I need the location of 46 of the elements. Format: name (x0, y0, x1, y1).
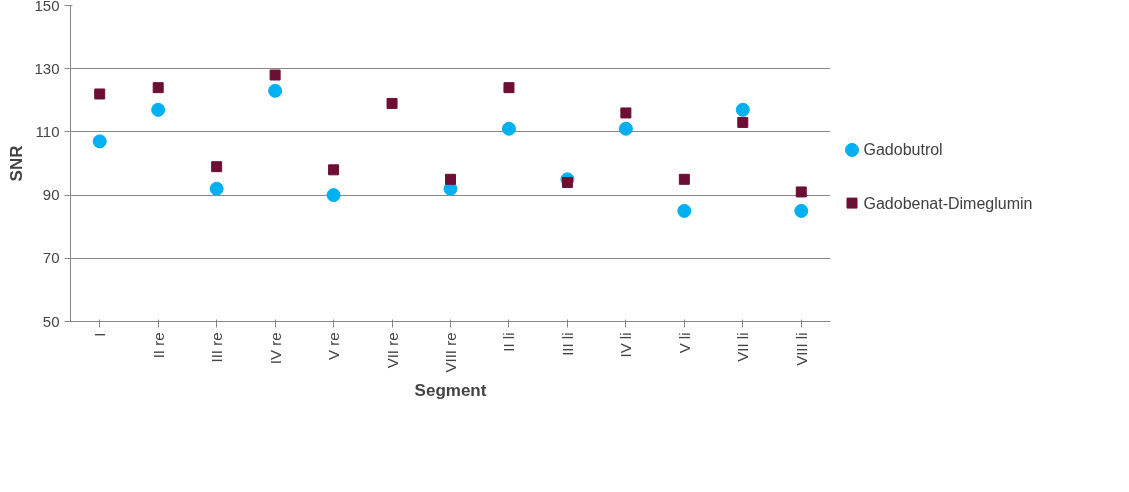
x-tick-label: I (91, 332, 109, 337)
x-tick-label: VIII li (792, 332, 810, 366)
point (211, 161, 223, 173)
x-tick-label: III li (558, 332, 576, 356)
point (328, 164, 340, 176)
point (269, 69, 281, 81)
legend-label: Gadobenat-Dimeglumin (863, 194, 1033, 212)
x-tick-label: IV re (266, 332, 284, 365)
y-tick-label: 70 (42, 249, 60, 267)
x-tick-label: V re (325, 332, 343, 361)
point (794, 203, 809, 218)
point (94, 88, 106, 100)
x-tick-label: VIII re (442, 332, 459, 373)
point (737, 116, 749, 128)
x-tick-label: VII li (734, 332, 752, 362)
point (501, 121, 516, 136)
point (618, 121, 633, 136)
y-tick-label: 110 (35, 122, 60, 140)
point (151, 102, 166, 117)
y-tick-label: 50 (42, 312, 60, 330)
x-tick-label: VII re (383, 332, 401, 369)
point (326, 188, 341, 203)
x-tick-label: III re (208, 332, 226, 363)
y-tick-label: 130 (34, 59, 60, 77)
y-axis-title: SNR (7, 145, 27, 182)
legend-label: Gadobutrol (863, 141, 943, 159)
x-tick-label: V li (675, 332, 693, 354)
point (561, 176, 573, 188)
point (620, 107, 632, 119)
y-tick-label: 90 (42, 186, 60, 204)
point (795, 186, 807, 198)
y-tick-label: 150 (34, 0, 60, 14)
x-tick-label: II li (500, 332, 518, 352)
x-tick-label: IV li (617, 332, 635, 358)
point (92, 134, 107, 149)
point (503, 82, 515, 94)
point (677, 203, 692, 218)
point (445, 173, 456, 185)
point (386, 97, 398, 109)
point (268, 83, 283, 98)
x-axis-title: Segment (414, 380, 487, 400)
point (152, 82, 164, 94)
point (678, 173, 690, 185)
point (209, 181, 224, 196)
point (735, 102, 750, 117)
x-tick-label: II re (149, 332, 167, 359)
